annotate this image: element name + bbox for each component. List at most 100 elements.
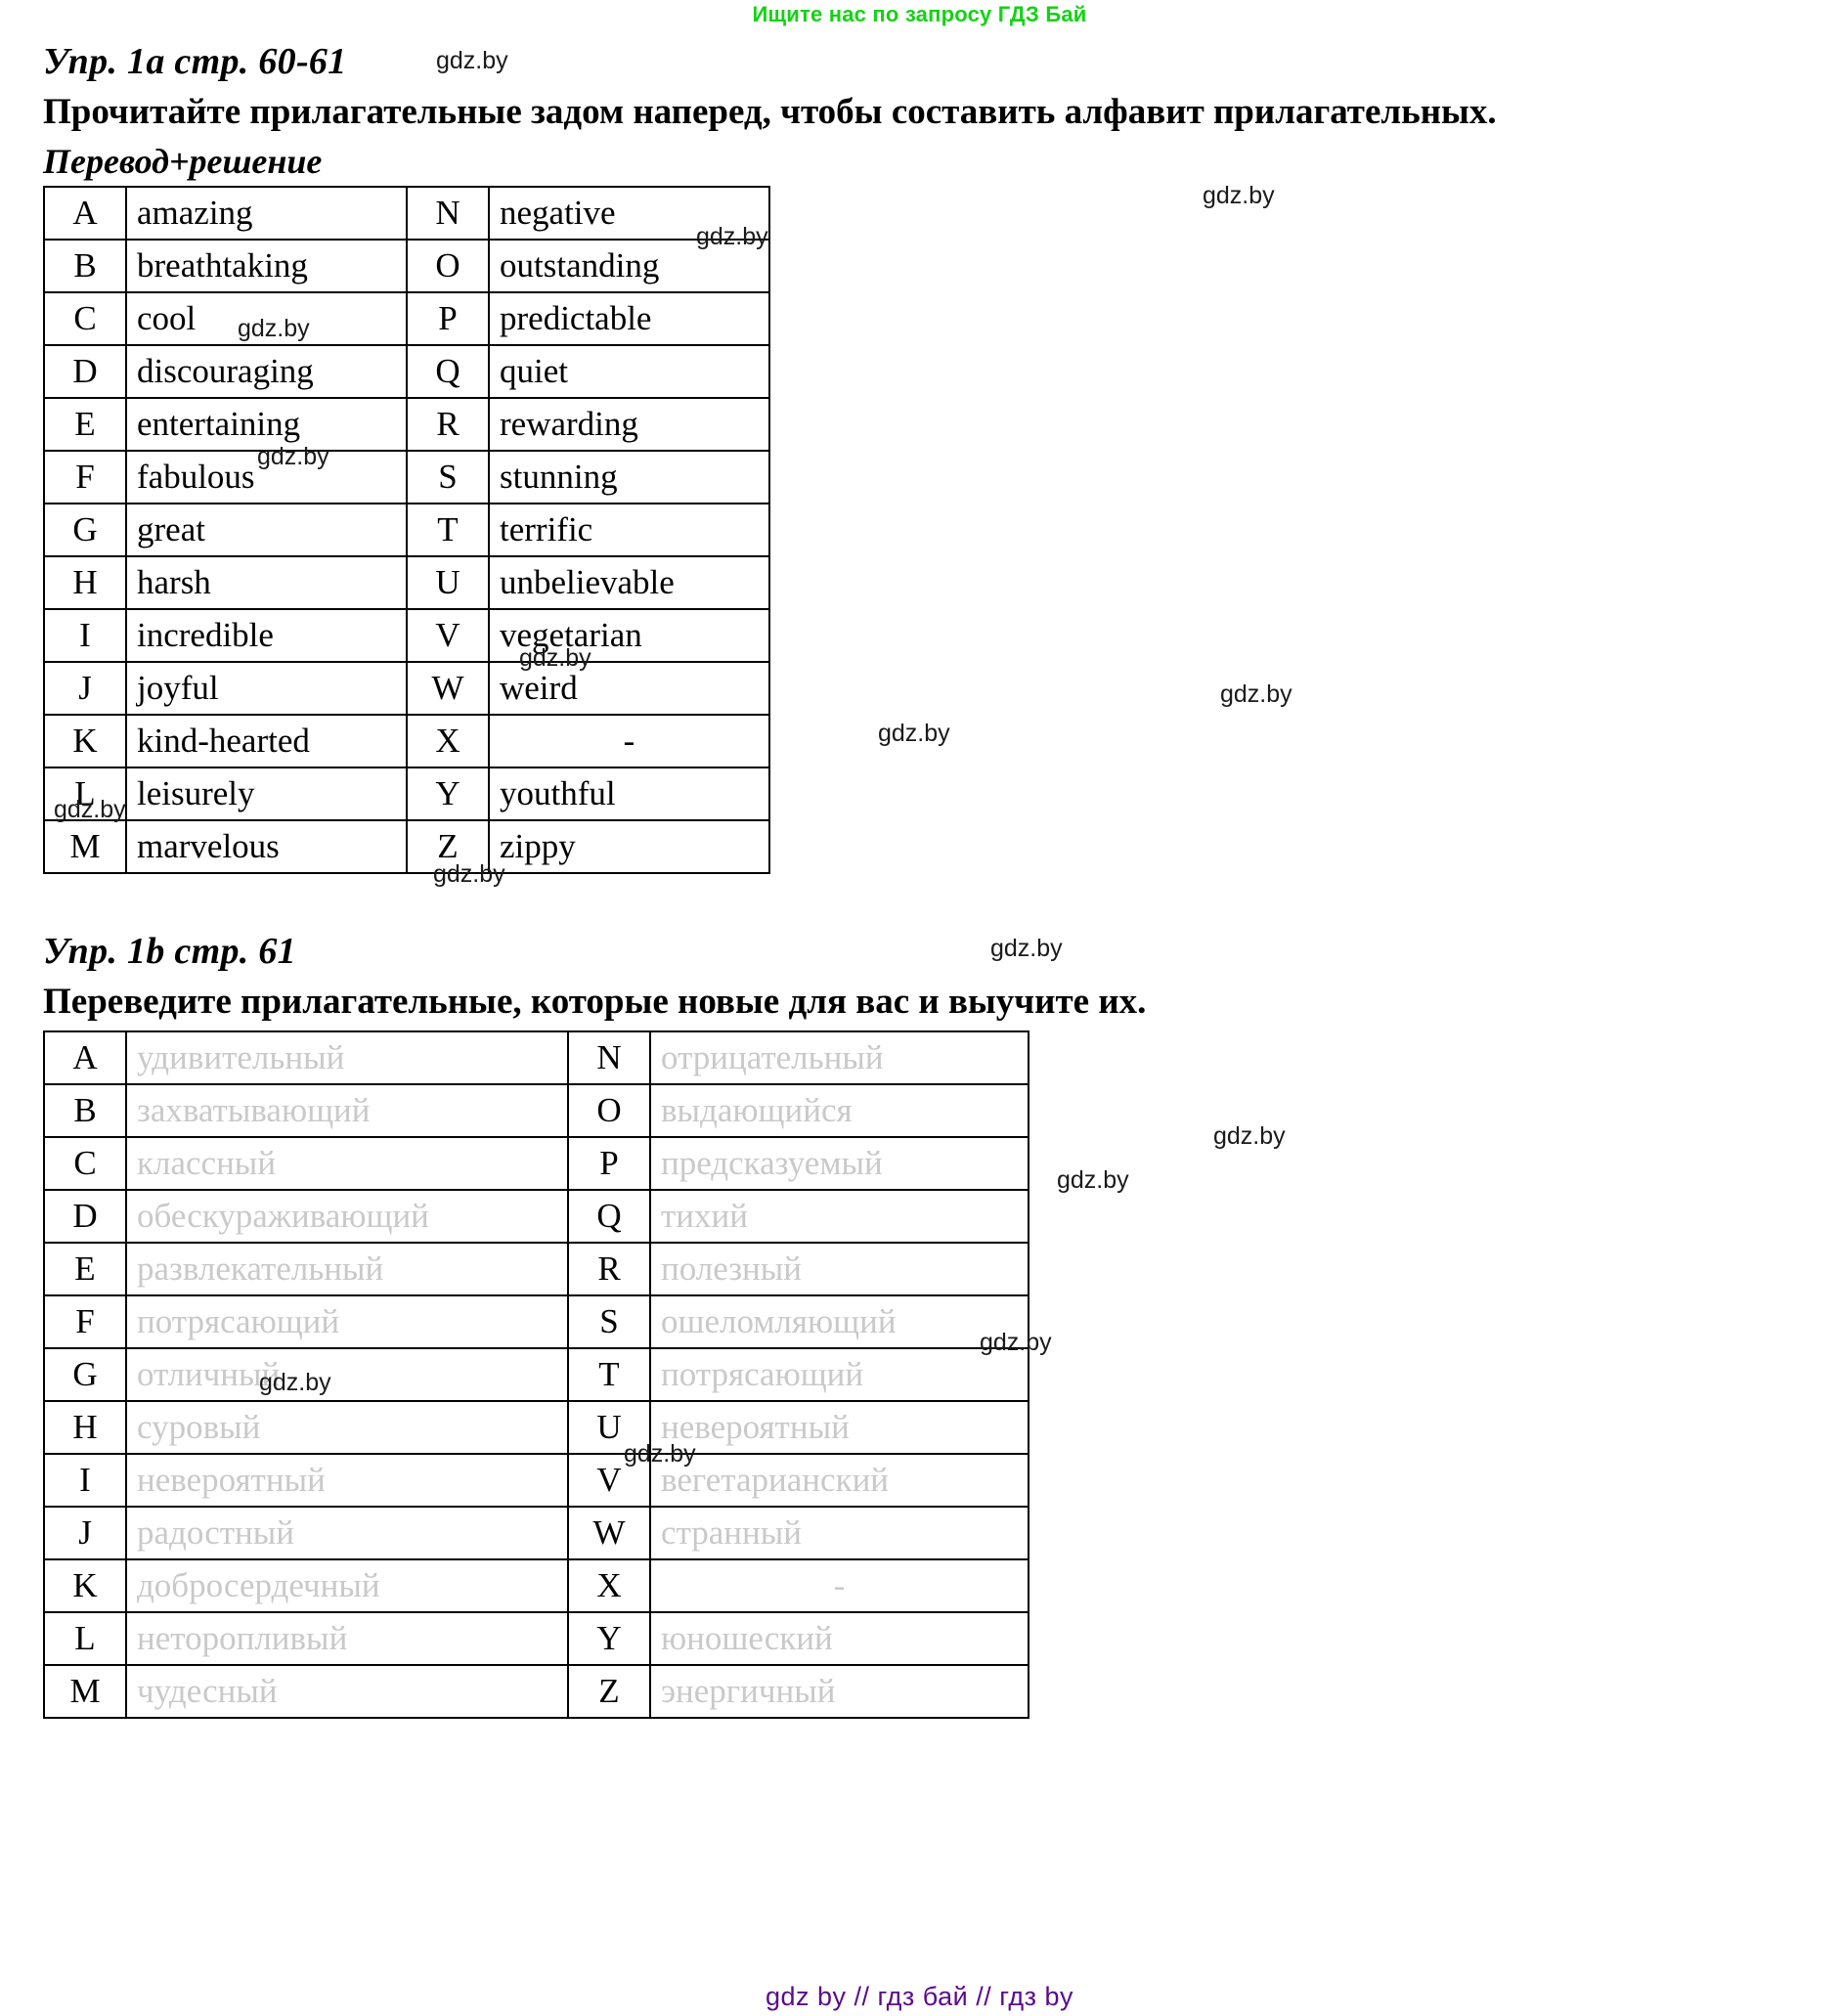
row-letter-left: M (43, 1664, 127, 1720)
row-word-left: kind-hearted (125, 714, 408, 769)
row-word-right: terrific (488, 503, 770, 558)
row-word-right: вегетарианский (649, 1453, 1029, 1509)
row-letter-right: W (567, 1506, 651, 1561)
row-word-left: добросердечный (125, 1558, 569, 1614)
row-word-right: youthful (488, 767, 770, 822)
row-letter-right: Z (567, 1664, 651, 1720)
row-word-right: quiet (488, 344, 770, 400)
row-letter-right: U (567, 1400, 651, 1456)
row-letter-right: X (567, 1558, 651, 1614)
row-letter-right: N (567, 1030, 651, 1086)
row-word-right: negative (488, 186, 770, 241)
row-letter-left: L (43, 767, 127, 822)
row-letter-right: Z (406, 819, 490, 875)
row-letter-left: H (43, 1400, 127, 1456)
row-word-left: amazing (125, 186, 408, 241)
row-letter-left: E (43, 397, 127, 453)
row-word-right: невероятный (649, 1400, 1029, 1456)
row-word-left: great (125, 503, 408, 558)
row-letter-right: R (567, 1242, 651, 1297)
row-letter-left: I (43, 608, 127, 664)
row-word-right: weird (488, 661, 770, 717)
row-word-right: тихий (649, 1189, 1029, 1245)
row-letter-right: S (406, 450, 490, 505)
row-letter-right: P (567, 1136, 651, 1192)
row-letter-right: W (406, 661, 490, 717)
row-word-right: - (488, 714, 770, 769)
row-letter-left: B (43, 239, 127, 294)
row-word-left: entertaining (125, 397, 408, 453)
row-word-right: предсказуемый (649, 1136, 1029, 1192)
row-word-right: ошеломляющий (649, 1294, 1029, 1350)
row-letter-right: T (567, 1347, 651, 1403)
site-promo-banner: Ищите нас по запросу ГДЗ Бай (752, 2, 1087, 26)
row-word-left: классный (125, 1136, 569, 1192)
row-word-right: полезный (649, 1242, 1029, 1297)
row-letter-right: N (406, 186, 490, 241)
exercise-1b-title: Упр. 1b стр. 61 (43, 931, 296, 973)
row-letter-left: F (43, 450, 127, 505)
exercise-1b-section: Упр. 1b стр. 61 Переведите прилагательны… (43, 931, 1803, 1720)
row-letter-right: P (406, 291, 490, 347)
exercise-1b-instruction: Переведите прилагательные, которые новые… (43, 982, 1147, 1023)
row-word-left: marvelous (125, 819, 408, 875)
row-word-left: incredible (125, 608, 408, 664)
row-word-left: невероятный (125, 1453, 569, 1509)
page-footer: gdz by // гдз бай // гдз by (765, 1982, 1074, 2011)
exercise-1a-subtitle: Перевод+решение (43, 142, 323, 182)
row-word-right: отрицательный (649, 1030, 1029, 1086)
row-letter-right: X (406, 714, 490, 769)
row-letter-left: K (43, 714, 127, 769)
row-word-left: чудесный (125, 1664, 569, 1720)
row-letter-left: D (43, 1189, 127, 1245)
row-word-right: выдающийся (649, 1083, 1029, 1139)
row-letter-right: Y (567, 1611, 651, 1667)
row-word-right: unbelievable (488, 555, 770, 611)
row-letter-right: V (567, 1453, 651, 1509)
row-letter-left: C (43, 1136, 127, 1192)
row-word-right: rewarding (488, 397, 770, 453)
row-word-left: захватывающий (125, 1083, 569, 1139)
row-letter-left: K (43, 1558, 127, 1614)
row-letter-left: C (43, 291, 127, 347)
row-letter-left: G (43, 1347, 127, 1403)
row-word-left: отличный (125, 1347, 569, 1403)
row-word-left: harsh (125, 555, 408, 611)
row-letter-left: L (43, 1611, 127, 1667)
row-word-right: юношеский (649, 1611, 1029, 1667)
row-letter-left: G (43, 503, 127, 558)
row-word-right: zippy (488, 819, 770, 875)
row-letter-right: V (406, 608, 490, 664)
row-word-left: неторопливый (125, 1611, 569, 1667)
exercise-1a-title: Упр. 1a стр. 60-61 (43, 41, 347, 82)
row-letter-left: A (43, 1030, 127, 1086)
row-word-right: энергичный (649, 1664, 1029, 1720)
exercise-1a-instruction: Прочитайте прилагательные задом наперед,… (43, 91, 1497, 132)
row-letter-right: S (567, 1294, 651, 1350)
row-word-right: - (649, 1558, 1029, 1614)
row-word-left: cool (125, 291, 408, 347)
row-word-left: leisurely (125, 767, 408, 822)
